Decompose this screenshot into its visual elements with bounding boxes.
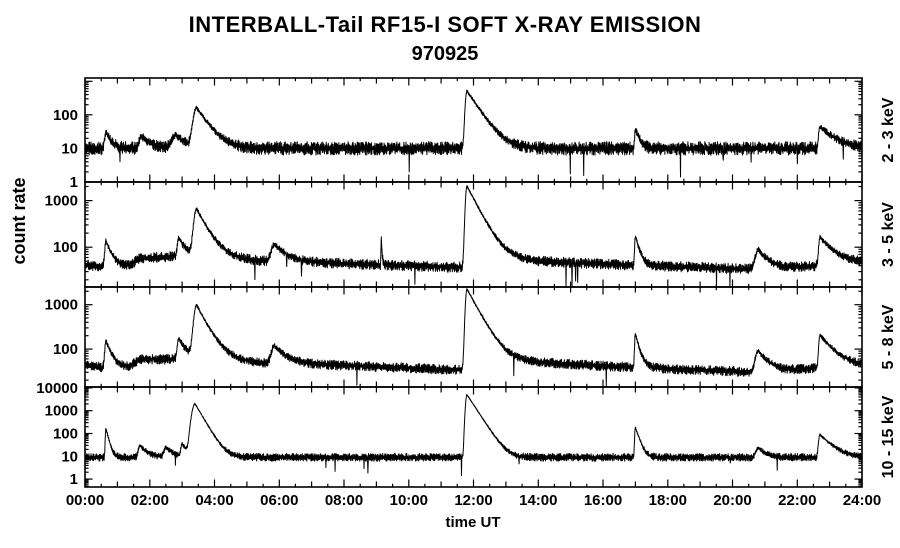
series-3-5keV [84, 185, 863, 288]
chart-title: INTERBALL-Tail RF15-I SOFT X-RAY EMISSIO… [188, 12, 702, 37]
panel-energy-label: 2 - 3 keV [880, 97, 897, 162]
x-tick-label: 24:00 [843, 492, 881, 509]
x-tick-label: 04:00 [195, 492, 233, 509]
y-tick-label: 1000 [45, 193, 78, 210]
panel-energy-label: 5 - 8 keV [880, 304, 897, 369]
y-tick-label: 100 [53, 107, 78, 124]
y-tick-label: 10 [61, 140, 78, 157]
panel-energy-label: 3 - 5 keV [880, 202, 897, 267]
x-tick-label: 18:00 [649, 492, 687, 509]
x-tick-label: 00:00 [66, 492, 104, 509]
x-tick-label: 06:00 [260, 492, 298, 509]
x-tick-label: 22:00 [778, 492, 816, 509]
y-tick-label: 10 [61, 448, 78, 465]
y-tick-label: 100 [53, 426, 78, 443]
x-tick-label: 02:00 [131, 492, 169, 509]
x-tick-label: 10:00 [390, 492, 428, 509]
x-tick-label: 16:00 [584, 492, 622, 509]
x-tick-label: 14:00 [519, 492, 557, 509]
y-tick-label: 1000 [45, 297, 78, 314]
x-tick-label: 08:00 [325, 492, 363, 509]
y-tick-label: 1 [70, 471, 78, 488]
chart-subtitle: 970925 [411, 43, 479, 65]
x-tick-label: 20:00 [713, 492, 751, 509]
panel-frame [84, 386, 863, 488]
x-tick-label: 12:00 [454, 492, 492, 509]
panel-frame [84, 77, 863, 183]
series-2-3keV [84, 89, 863, 178]
y-tick-label: 10000 [36, 380, 78, 397]
panel-energy-label: 10 - 15 keV [880, 395, 897, 478]
y-tick-label: 100 [53, 239, 78, 256]
x-axis-label: time UT [445, 514, 501, 531]
series-10-15keV [84, 394, 863, 476]
y-tick-label: 100 [53, 341, 78, 358]
series-5-8keV [84, 288, 863, 388]
y-tick-label: 1 [70, 174, 78, 191]
y-tick-label: 1000 [45, 403, 78, 420]
